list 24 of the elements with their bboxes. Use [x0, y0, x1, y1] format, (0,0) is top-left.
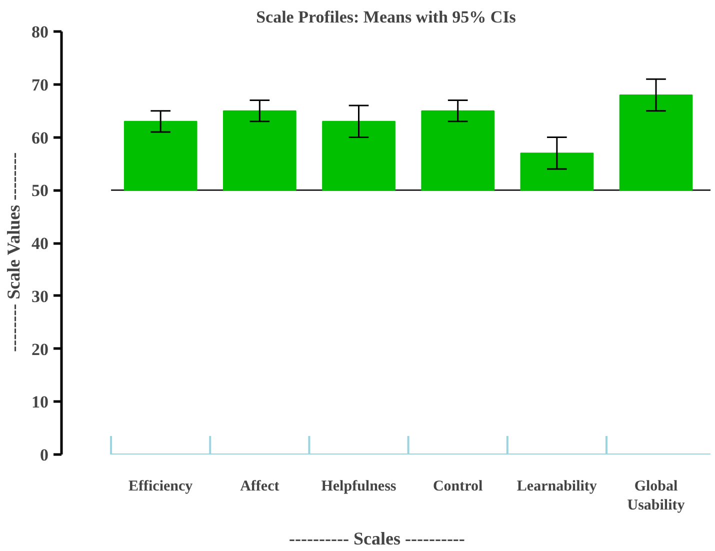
- y-axis-title: -------- Scale Values --------: [4, 152, 24, 352]
- x-tick-label: Global Usability: [627, 478, 686, 514]
- y-tick-label: 0: [40, 446, 48, 464]
- x-tick-label: Helpfulness: [321, 478, 396, 494]
- x-tick-label: Learnability: [516, 478, 598, 494]
- y-tick-label: 20: [32, 340, 48, 359]
- y-tick-label: 10: [32, 392, 48, 412]
- x-tick-label: Control: [432, 478, 483, 494]
- y-tick-label: 30: [32, 286, 48, 306]
- bar: [520, 152, 594, 191]
- x-tick-label: Affect: [240, 478, 280, 494]
- bar: [421, 110, 494, 191]
- x-tick-label: Efficiency: [128, 478, 194, 494]
- bar: [124, 120, 198, 191]
- chart-title: Scale Profiles: Means with 95% CIs: [256, 8, 516, 26]
- y-tick-label: 50: [32, 181, 48, 200]
- y-tick-label: 40: [32, 234, 48, 253]
- x-axis-title: ---------- Scales ----------: [289, 528, 465, 549]
- y-tick-label: 70: [32, 75, 48, 94]
- bar: [322, 120, 396, 191]
- bar: [223, 110, 296, 191]
- y-tick-label: 60: [32, 128, 48, 148]
- y-tick-label: 80: [32, 22, 48, 42]
- bar: [619, 94, 693, 191]
